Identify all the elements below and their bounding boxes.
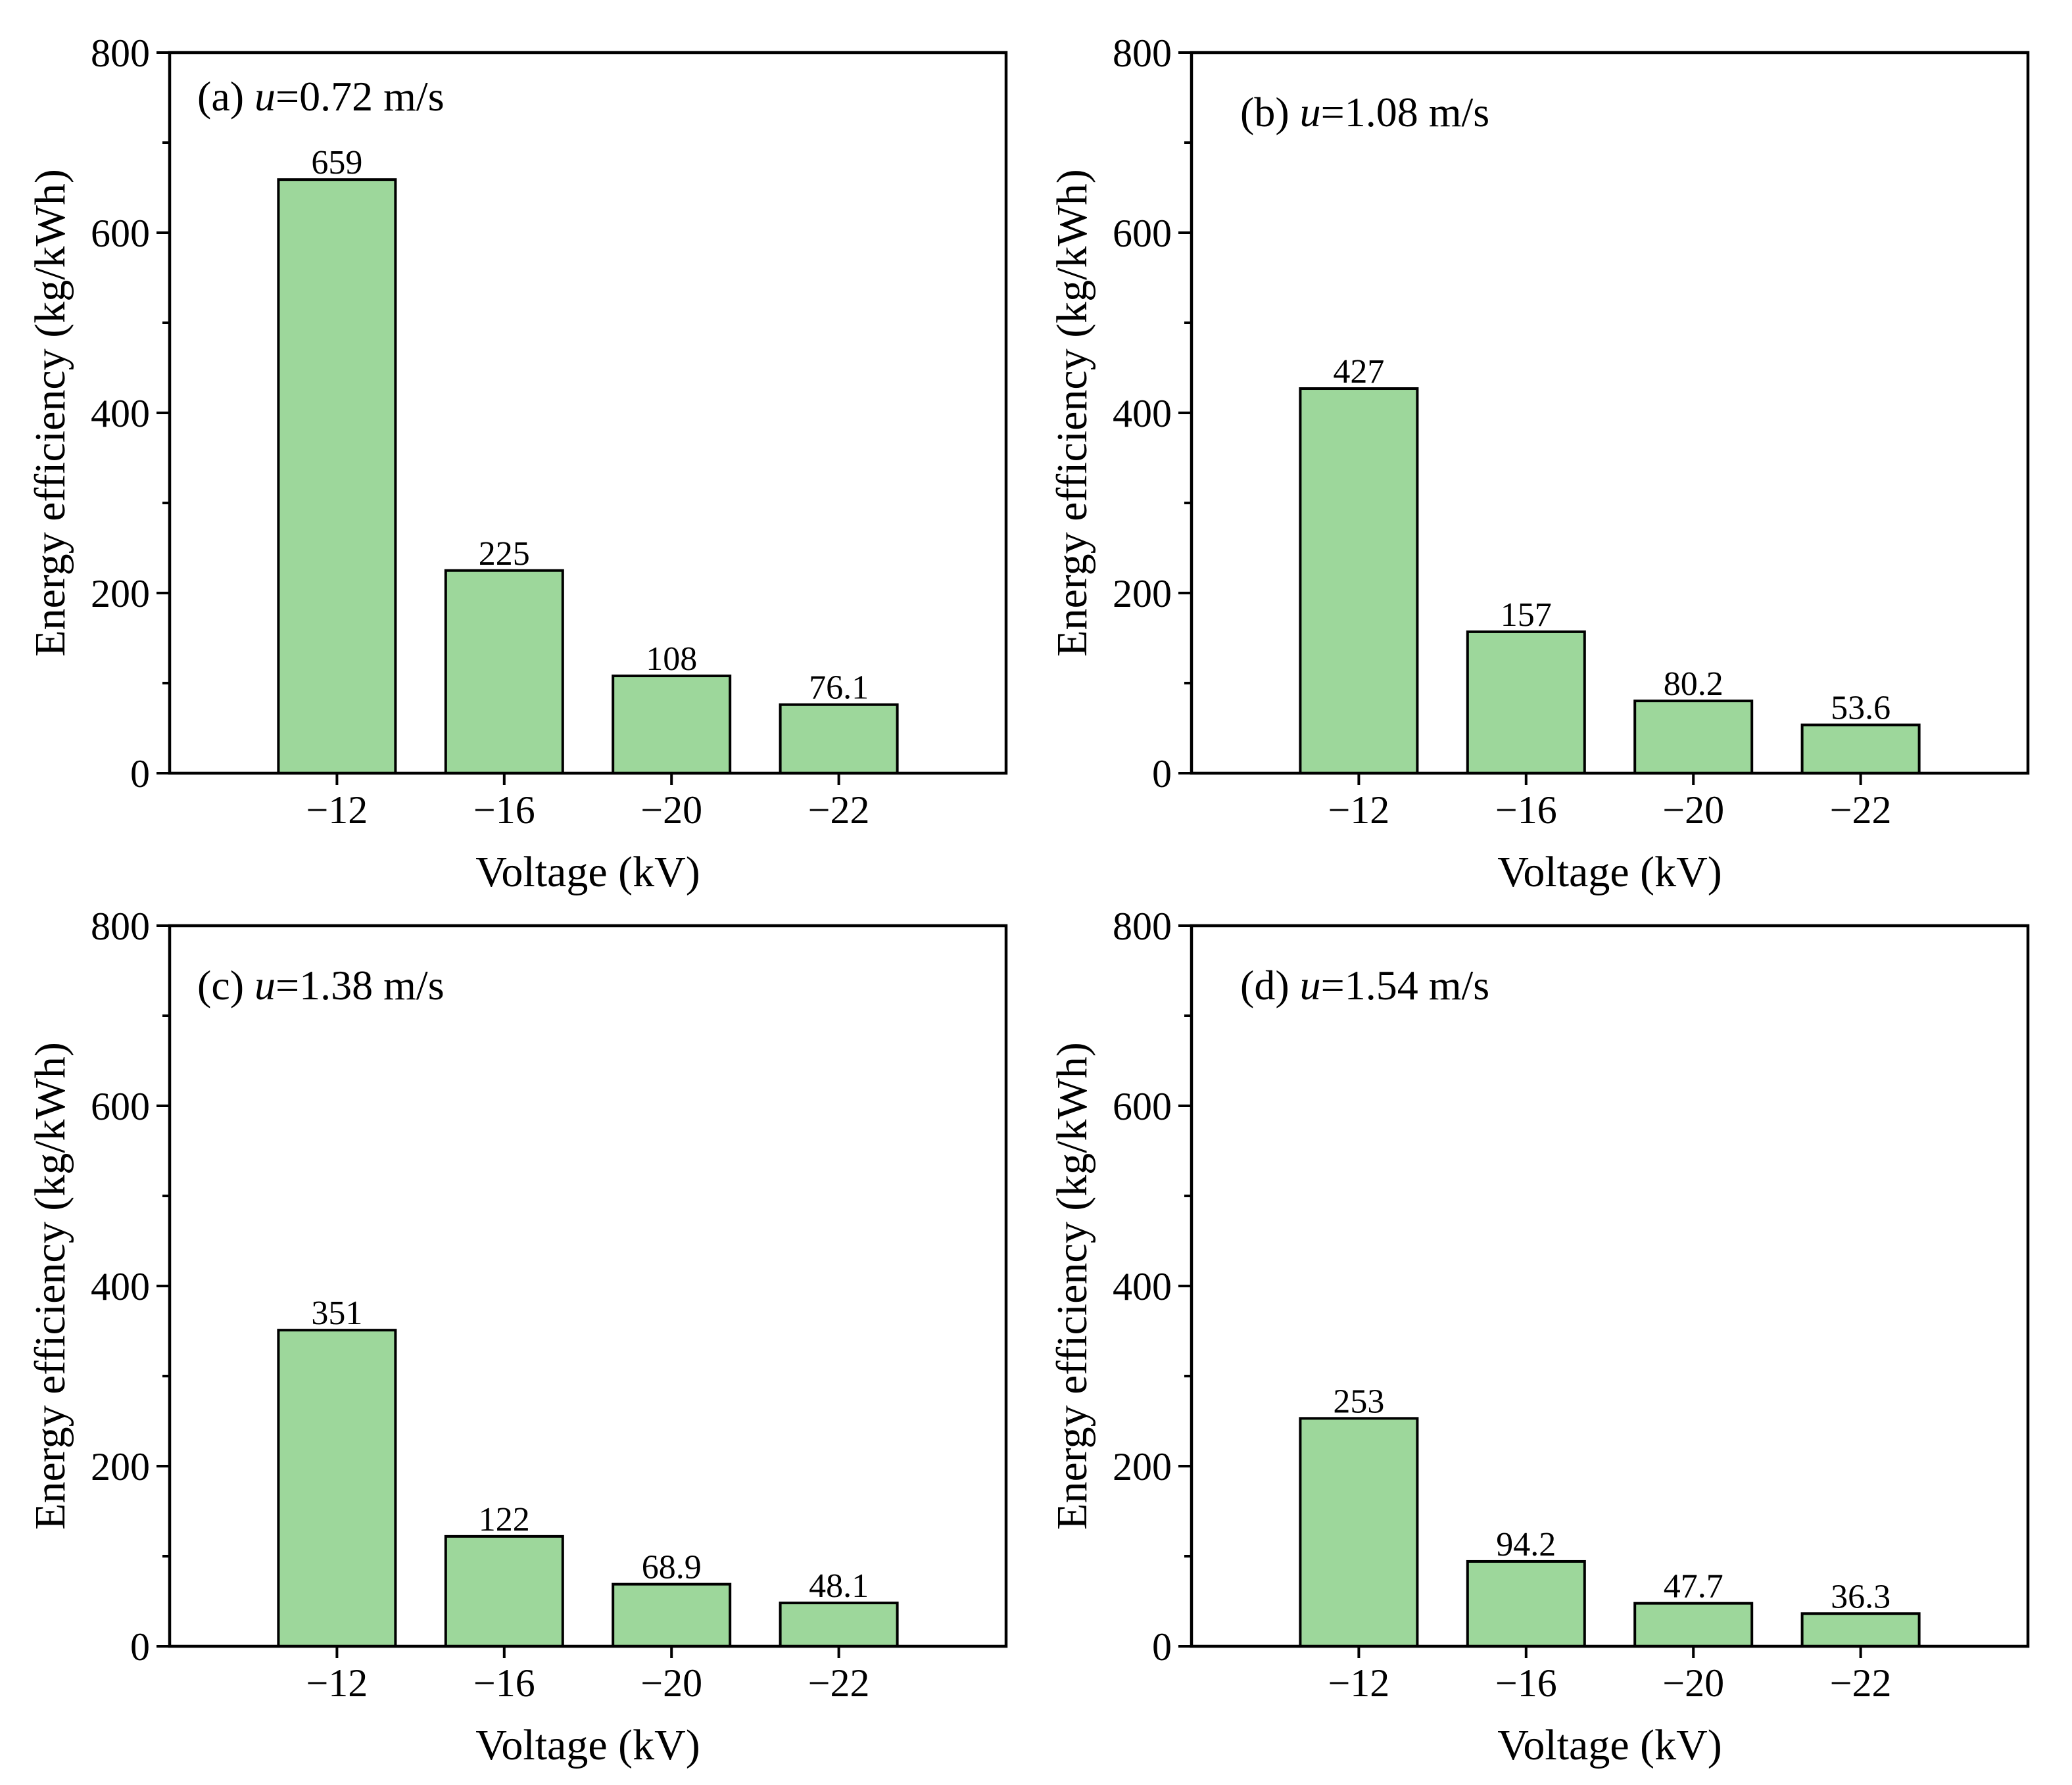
x-tick-label: −16 bbox=[1495, 788, 1557, 832]
bar bbox=[277, 178, 397, 775]
data-label: 76.1 bbox=[809, 669, 869, 707]
y-tick-label: 0 bbox=[1152, 752, 1172, 796]
y-tick-label: 200 bbox=[91, 1445, 150, 1488]
data-label: 68.9 bbox=[642, 1549, 702, 1586]
y-tick-label: 400 bbox=[91, 392, 150, 435]
panel-tag: (d) bbox=[1240, 962, 1300, 1009]
bar bbox=[612, 1583, 732, 1648]
y-tick-label: 400 bbox=[1113, 392, 1172, 435]
panel-d: 253 −12 94.2 −16 47.7 −20 36.3 −22 0 200 400 600 800… bbox=[1048, 905, 2030, 1769]
x-tick-label: −16 bbox=[473, 788, 535, 832]
data-label: 94.2 bbox=[1496, 1526, 1556, 1563]
y-tick-label: 800 bbox=[1113, 905, 1172, 948]
x-tick-label: −22 bbox=[1830, 1661, 1892, 1705]
data-label: 351 bbox=[311, 1295, 362, 1332]
x-axis-title: Voltage (kV) bbox=[1497, 848, 1722, 896]
y-tick-label: 600 bbox=[1113, 212, 1172, 255]
y-tick-label: 800 bbox=[91, 32, 150, 75]
bar bbox=[779, 1602, 899, 1648]
y-tick-label: 0 bbox=[130, 752, 150, 796]
bar bbox=[1800, 1612, 1921, 1648]
panel-c: 351 −12 122 −16 68.9 −20 48.1 −22 0 200 400 600 800 V… bbox=[26, 905, 1008, 1769]
y-tick-label: 0 bbox=[1152, 1625, 1172, 1669]
bar bbox=[612, 675, 732, 775]
panel-tag: (a) bbox=[197, 73, 254, 120]
panel-value: =0.72 m/s bbox=[276, 73, 445, 120]
panel-variable: u bbox=[1300, 89, 1321, 135]
y-axis-title: Energy efficiency (kg/kWh) bbox=[1048, 169, 1096, 657]
y-axis-title: Energy efficiency (kg/kWh) bbox=[26, 1042, 74, 1530]
data-label: 157 bbox=[1501, 596, 1552, 634]
x-axis-title: Voltage (kV) bbox=[1497, 1721, 1722, 1769]
panel-tag: (b) bbox=[1240, 89, 1300, 135]
bar bbox=[779, 703, 899, 775]
x-axis-title: Voltage (kV) bbox=[475, 1721, 700, 1769]
bar bbox=[277, 1329, 397, 1648]
x-tick-label: −20 bbox=[640, 1661, 702, 1705]
y-tick-label: 400 bbox=[1113, 1265, 1172, 1308]
bar bbox=[1633, 1602, 1754, 1648]
panel-label: (b) u=1.08 m/s bbox=[1240, 89, 1489, 135]
data-label: 108 bbox=[646, 640, 697, 678]
bar bbox=[1800, 723, 1921, 774]
panel-label: (d) u=1.54 m/s bbox=[1240, 962, 1489, 1009]
data-label: 47.7 bbox=[1664, 1568, 1723, 1606]
x-tick-label: −20 bbox=[1662, 1661, 1724, 1705]
bar bbox=[1466, 1559, 1586, 1648]
panel-value: =1.54 m/s bbox=[1321, 962, 1490, 1009]
x-tick-label: −12 bbox=[1328, 1661, 1389, 1705]
y-tick-label: 600 bbox=[91, 212, 150, 255]
data-label: 225 bbox=[479, 535, 530, 573]
x-tick-label: −22 bbox=[808, 788, 870, 832]
x-tick-label: −12 bbox=[306, 1661, 368, 1705]
bar bbox=[1466, 630, 1586, 774]
x-tick-label: −20 bbox=[1662, 788, 1724, 832]
y-axis-title: Energy efficiency (kg/kWh) bbox=[26, 169, 74, 657]
y-tick-label: 800 bbox=[91, 905, 150, 948]
data-label: 80.2 bbox=[1664, 665, 1723, 703]
y-axis-title: Energy efficiency (kg/kWh) bbox=[1048, 1042, 1096, 1530]
y-tick-label: 400 bbox=[91, 1265, 150, 1308]
x-tick-label: −16 bbox=[1495, 1661, 1557, 1705]
panel-variable: u bbox=[254, 962, 276, 1009]
panel-value: =1.38 m/s bbox=[276, 962, 445, 1009]
x-tick-label: −16 bbox=[473, 1661, 535, 1705]
x-tick-label: −12 bbox=[306, 788, 368, 832]
y-tick-label: 600 bbox=[91, 1085, 150, 1128]
y-tick-label: 200 bbox=[91, 572, 150, 615]
data-label: 122 bbox=[479, 1501, 530, 1538]
x-axis-title: Voltage (kV) bbox=[475, 848, 700, 896]
bar bbox=[444, 1535, 564, 1648]
x-tick-label: −22 bbox=[808, 1661, 870, 1705]
x-tick-label: −20 bbox=[640, 788, 702, 832]
y-tick-label: 0 bbox=[130, 1625, 150, 1669]
y-tick-label: 600 bbox=[1113, 1085, 1172, 1128]
y-tick-label: 800 bbox=[1113, 32, 1172, 75]
panel-variable: u bbox=[1300, 962, 1321, 1009]
data-label: 53.6 bbox=[1831, 690, 1891, 727]
panel-value: =1.08 m/s bbox=[1321, 89, 1490, 135]
data-label: 659 bbox=[311, 144, 362, 181]
panel-a: 659 −12 225 −16 108 −20 76.1 −22 0 200 400 600 800 Vo… bbox=[26, 32, 1008, 896]
data-label: 36.3 bbox=[1831, 1578, 1891, 1615]
bar bbox=[1299, 387, 1419, 774]
y-tick-label: 200 bbox=[1113, 1445, 1172, 1488]
x-tick-label: −12 bbox=[1328, 788, 1389, 832]
bar bbox=[444, 569, 564, 774]
panel-tag: (c) bbox=[197, 962, 254, 1009]
panel-variable: u bbox=[254, 73, 276, 120]
bar bbox=[1633, 700, 1754, 774]
y-tick-label: 200 bbox=[1113, 572, 1172, 615]
panel-b: 427 −12 157 −16 80.2 −20 53.6 −22 0 200 400 600 800 V… bbox=[1048, 32, 2030, 896]
panel-label: (a) u=0.72 m/s bbox=[197, 73, 445, 120]
panel-label: (c) u=1.38 m/s bbox=[197, 962, 445, 1009]
bar bbox=[1299, 1417, 1419, 1648]
x-tick-label: −22 bbox=[1830, 788, 1892, 832]
data-label: 427 bbox=[1333, 353, 1384, 391]
data-label: 48.1 bbox=[809, 1567, 869, 1605]
data-label: 253 bbox=[1333, 1383, 1384, 1420]
